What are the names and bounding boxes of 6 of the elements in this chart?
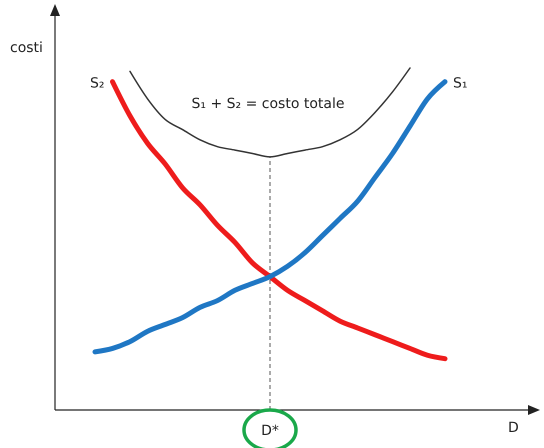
y-axis-title: costi (10, 40, 43, 56)
x-axis-title: D (508, 420, 519, 436)
series-label: S₁ (453, 76, 468, 92)
series-label: S₂ (90, 76, 104, 92)
text: D* (261, 423, 279, 439)
annotation: S₁ + S₂ = costo totale (192, 96, 344, 112)
